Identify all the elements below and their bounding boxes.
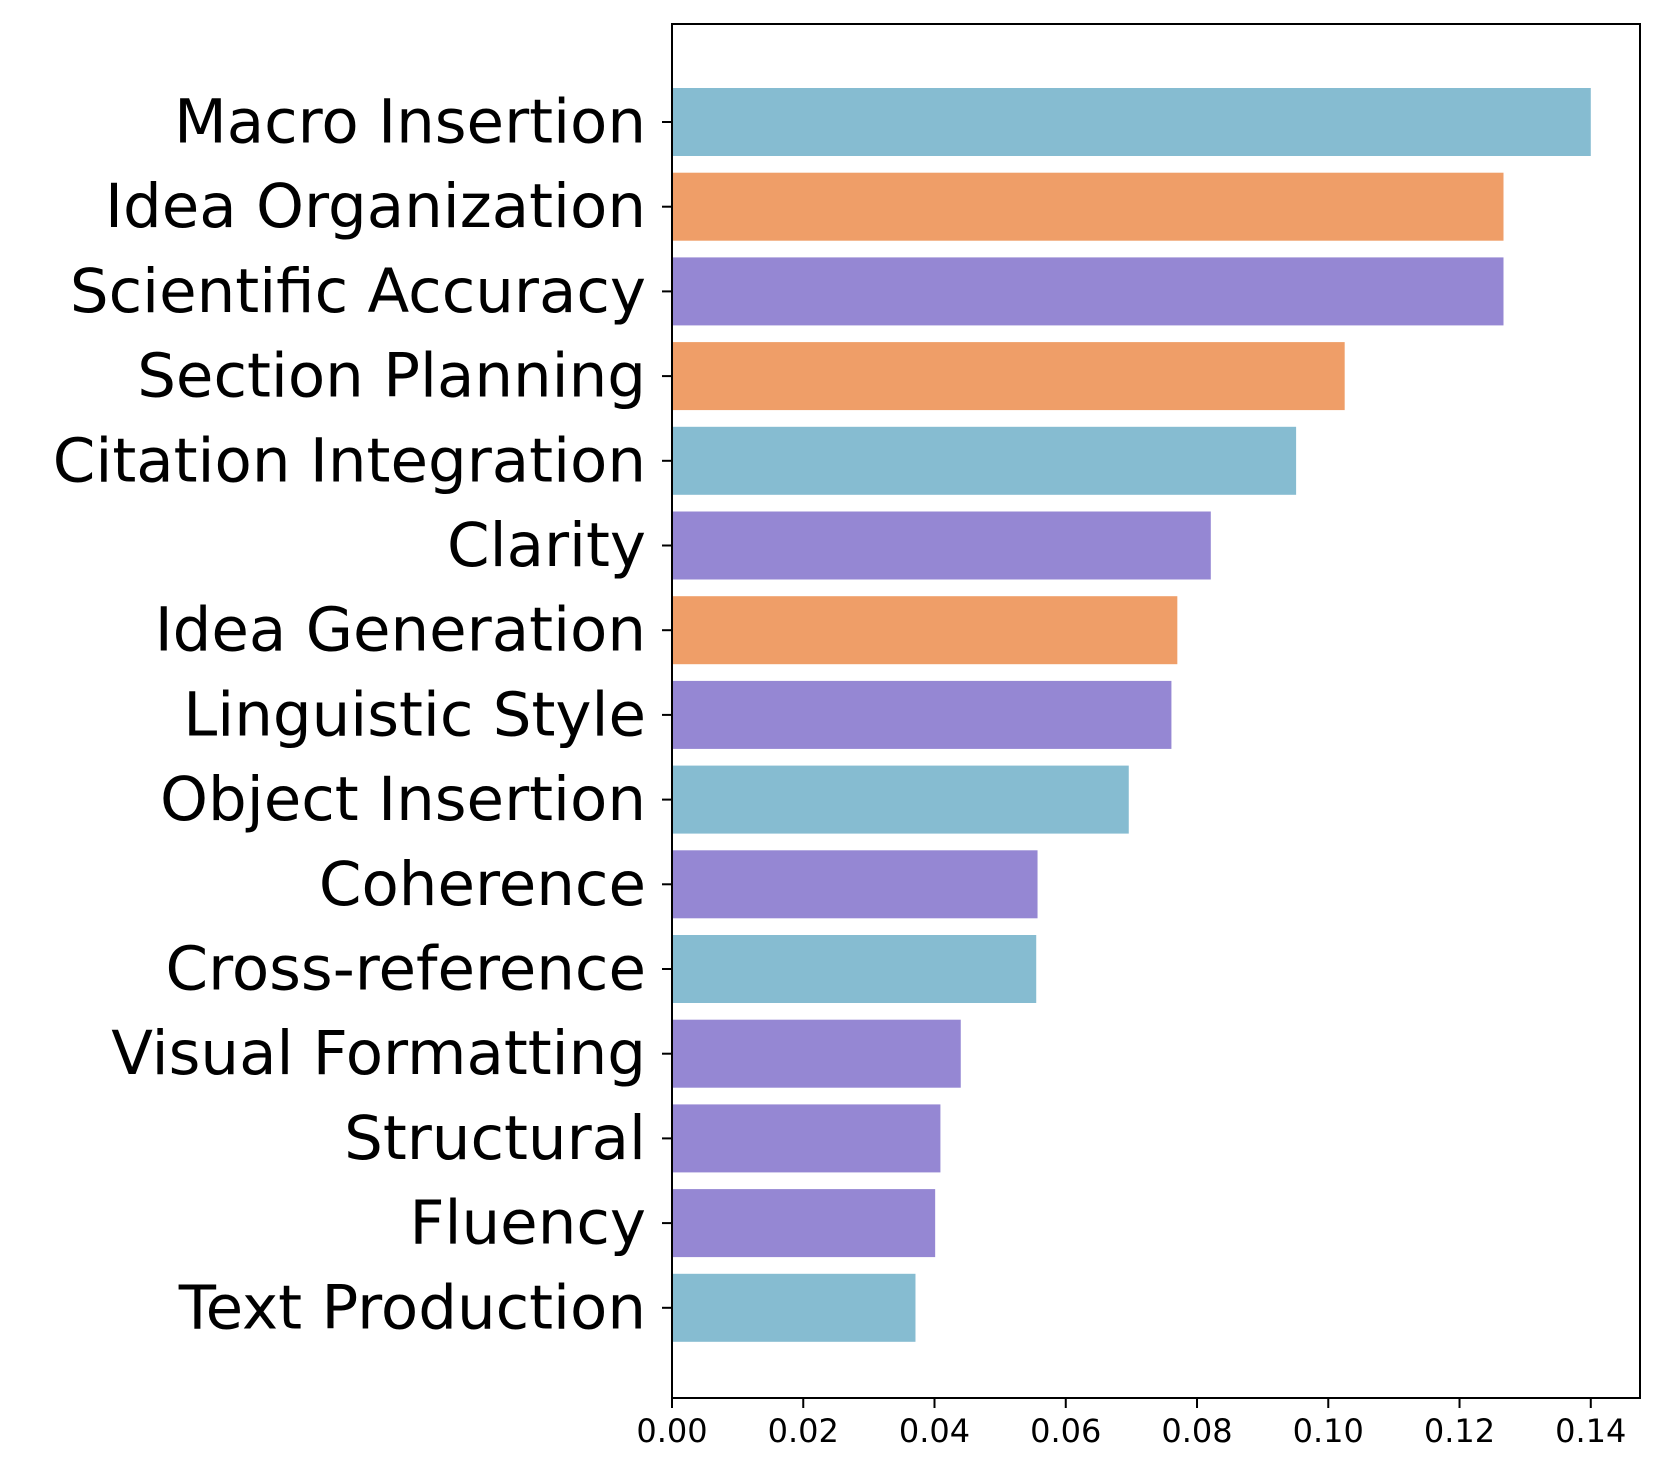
x-tick-label: 0.14 bbox=[1555, 1412, 1626, 1450]
y-tick-label: Idea Organization bbox=[105, 171, 646, 242]
bar-cross-reference bbox=[672, 935, 1037, 1003]
bar-coherence bbox=[672, 850, 1038, 919]
bar-macro-insertion bbox=[672, 88, 1591, 156]
bar-section-planning bbox=[672, 342, 1345, 411]
x-tick-label: 0.12 bbox=[1424, 1412, 1495, 1450]
y-tick-label: Structural bbox=[344, 1103, 646, 1174]
x-tick-label: 0.04 bbox=[899, 1412, 970, 1450]
x-tick-label: 0.08 bbox=[1161, 1412, 1232, 1450]
bar-fluency bbox=[672, 1189, 936, 1258]
bar-object-insertion bbox=[672, 765, 1129, 834]
y-tick-label: Text Production bbox=[178, 1272, 646, 1343]
x-tick-label: 0.06 bbox=[1030, 1412, 1101, 1450]
y-tick-label: Idea Generation bbox=[155, 595, 646, 666]
y-tick-label: Object Insertion bbox=[160, 764, 646, 835]
y-tick-label: Coherence bbox=[319, 849, 646, 920]
y-tick-label: Scientific Accuracy bbox=[70, 256, 646, 327]
bar-idea-generation bbox=[672, 596, 1178, 665]
y-tick-label: Citation Integration bbox=[53, 425, 646, 496]
y-tick-label: Visual Formatting bbox=[111, 1018, 646, 1089]
bar-visual-formatting bbox=[672, 1019, 961, 1088]
bar-scientific-accuracy bbox=[672, 257, 1504, 326]
x-tick-label: 0.10 bbox=[1293, 1412, 1364, 1450]
y-axis: Macro Insertion Idea Organization Scientif… bbox=[53, 87, 672, 1343]
x-axis: 0.00 0.02 0.04 0.06 0.08 0.10 0.12 0.14 bbox=[636, 1398, 1626, 1450]
x-tick-label: 0.02 bbox=[768, 1412, 839, 1450]
y-tick-label: Section Planning bbox=[137, 341, 646, 412]
y-tick-label: Macro Insertion bbox=[174, 87, 646, 158]
y-tick-label: Fluency bbox=[409, 1188, 646, 1259]
plot-frame bbox=[671, 23, 1641, 1399]
y-tick-label: Linguistic Style bbox=[183, 679, 646, 750]
bar-idea-organization bbox=[672, 172, 1504, 241]
x-tick-label: 0.00 bbox=[636, 1412, 707, 1450]
bar-citation-integration bbox=[672, 426, 1297, 495]
y-tick-label: Cross-reference bbox=[166, 934, 647, 1005]
y-tick-label: Clarity bbox=[447, 510, 646, 581]
bar-clarity bbox=[672, 511, 1211, 580]
bar-linguistic-style bbox=[672, 680, 1172, 749]
bar-structural bbox=[672, 1104, 941, 1173]
bar-text-production bbox=[672, 1273, 916, 1342]
bars-group bbox=[672, 88, 1591, 1342]
